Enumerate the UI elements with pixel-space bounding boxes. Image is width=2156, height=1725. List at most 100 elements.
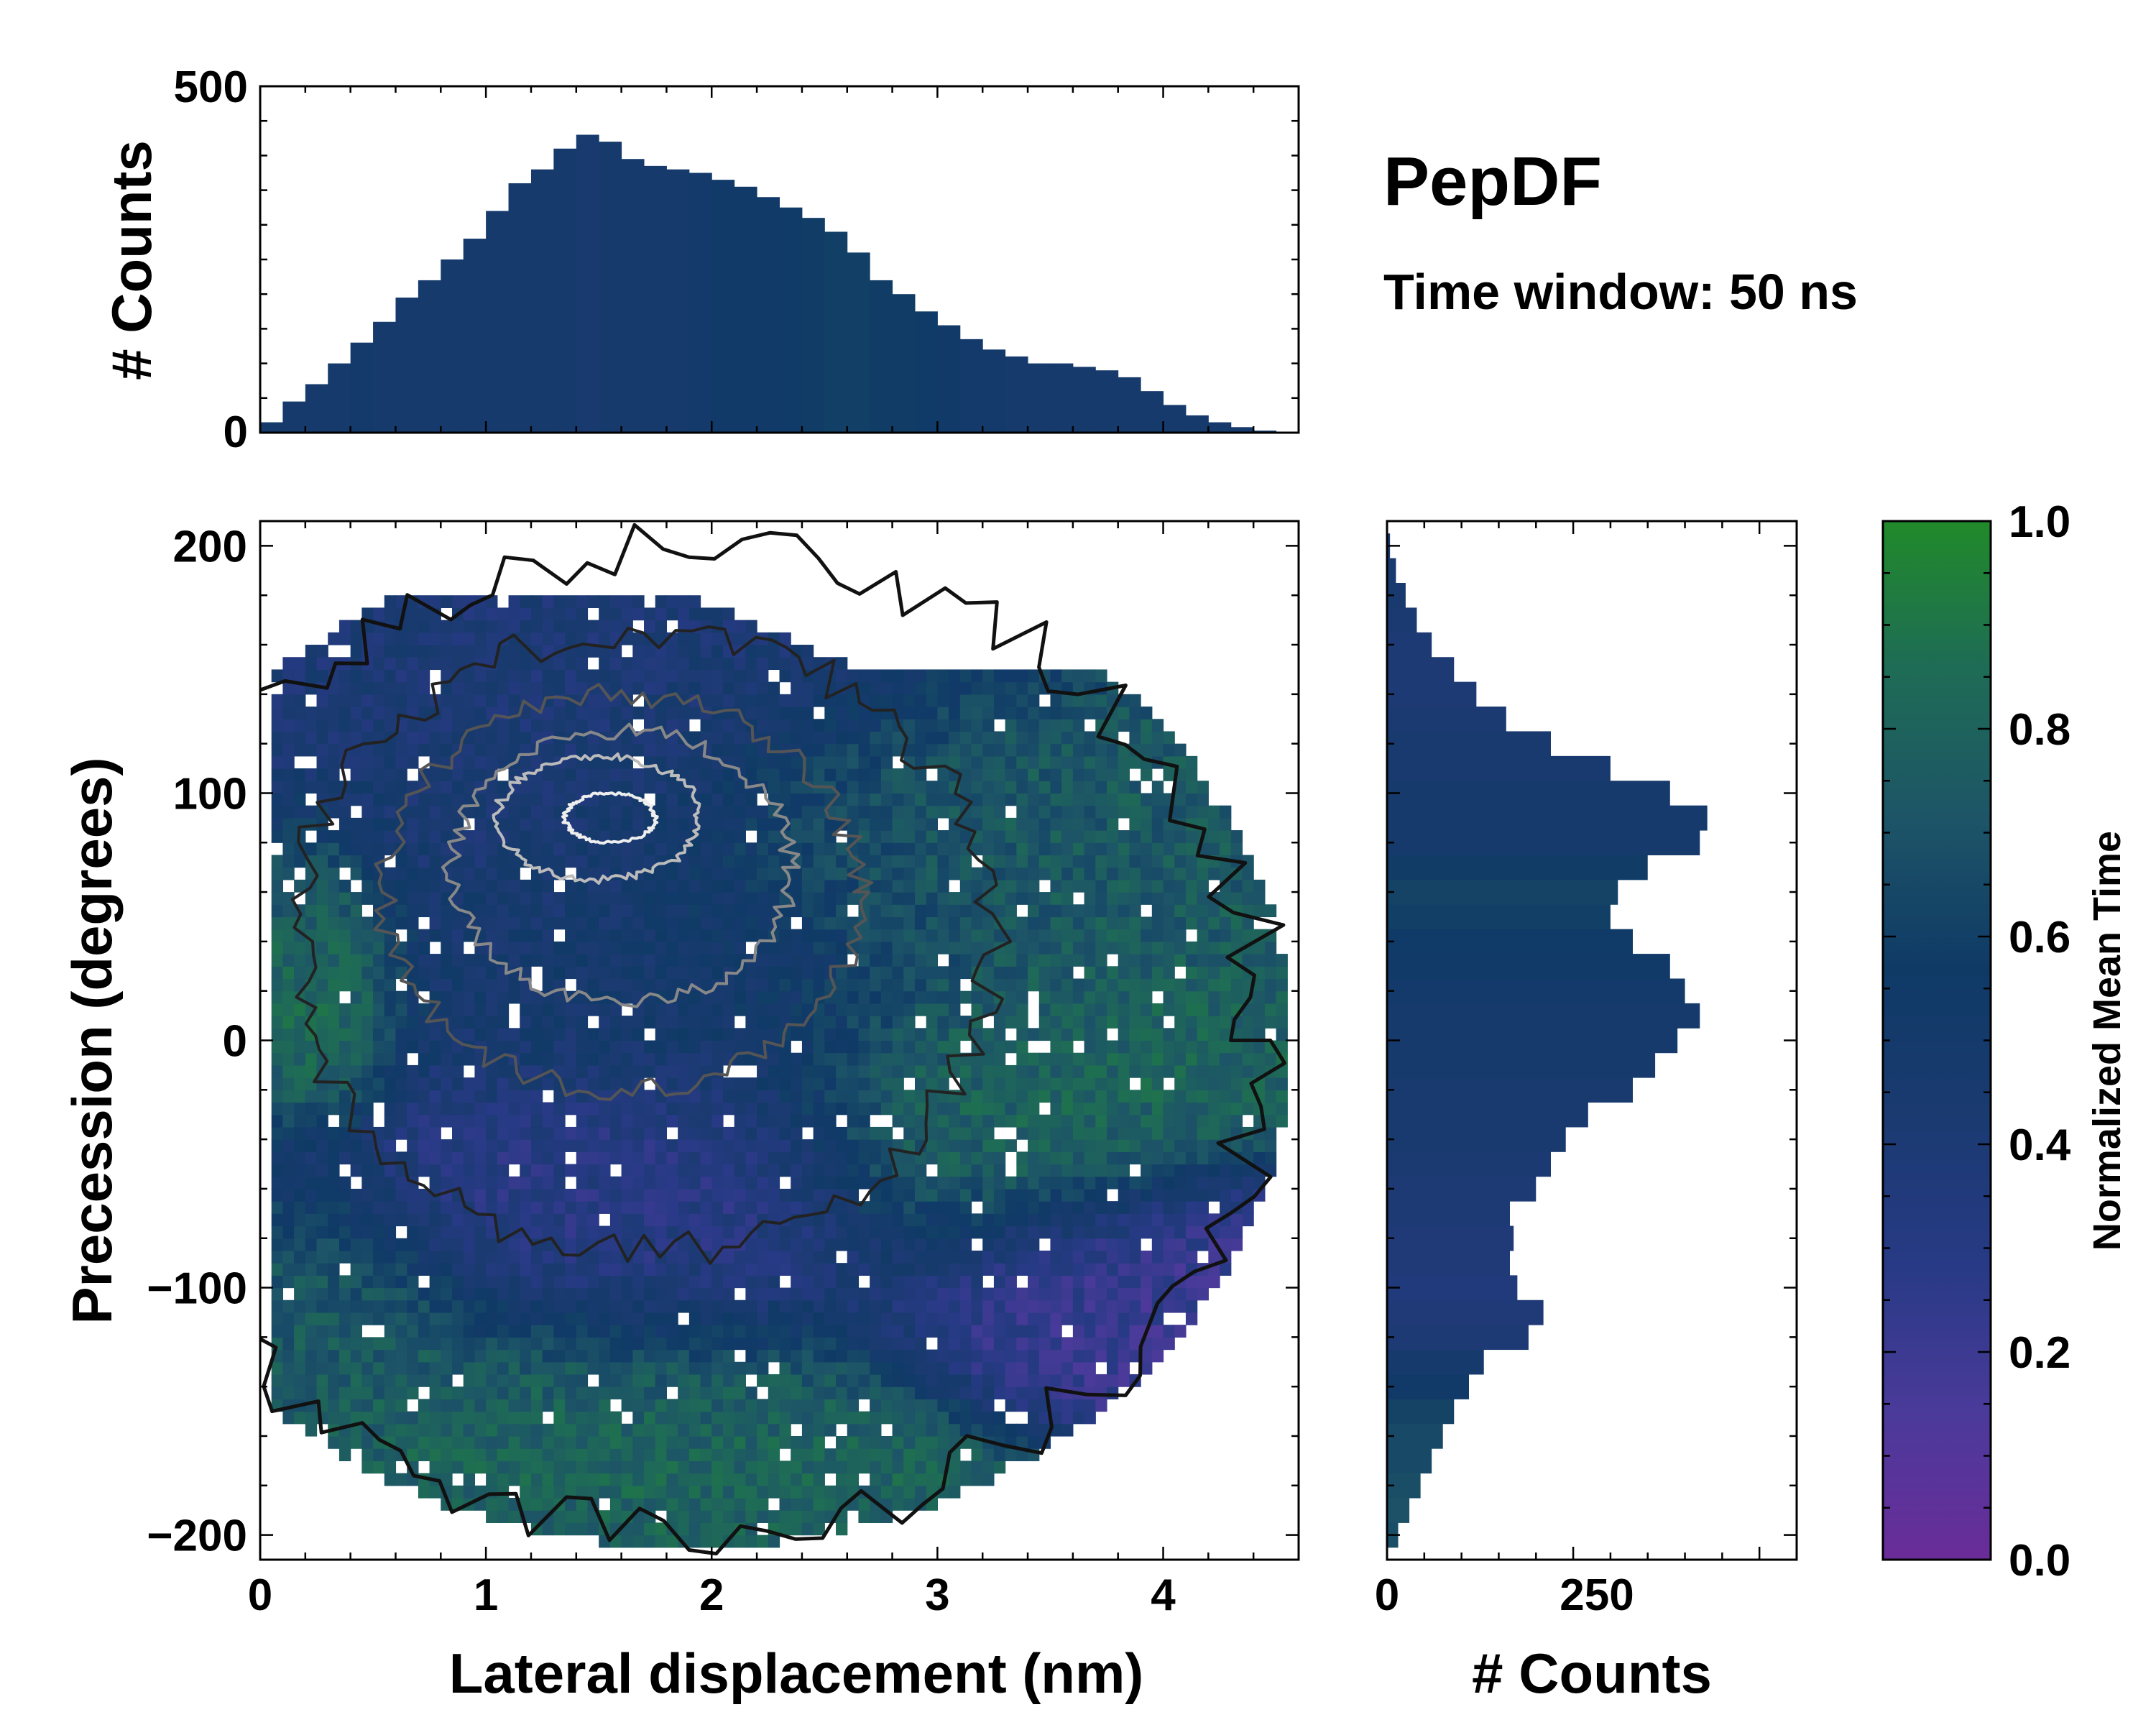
heatmap-cell: [1016, 966, 1028, 980]
heatmap-cell: [813, 1151, 825, 1165]
heatmap-cell: [993, 1188, 1006, 1202]
heatmap-cell: [497, 1139, 510, 1152]
heatmap-cell: [1050, 966, 1062, 980]
heatmap-cell: [350, 1337, 362, 1351]
heatmap-cell: [350, 1250, 362, 1264]
heatmap-cell: [971, 1064, 983, 1078]
heatmap-cell: [497, 781, 510, 794]
heatmap-cell: [384, 1374, 397, 1387]
heatmap-cell: [801, 645, 814, 658]
heatmap-cell: [666, 1151, 678, 1165]
heatmap-cell: [1005, 1287, 1017, 1301]
heatmap-cell: [429, 1213, 441, 1227]
heatmap-cell: [880, 781, 893, 794]
heatmap-cell: [520, 1263, 532, 1276]
heatmap-cell: [609, 1312, 622, 1325]
heatmap-cell: [734, 1090, 746, 1103]
heatmap-cell: [666, 1337, 678, 1351]
heatmap-cell: [553, 1435, 566, 1449]
heatmap-cell: [768, 1275, 780, 1289]
heatmap-cell: [768, 1460, 780, 1474]
heatmap-cell: [711, 1213, 724, 1227]
heatmap-cell: [609, 1213, 622, 1227]
heatmap-cell: [982, 1151, 995, 1165]
heatmap-cell: [418, 1361, 430, 1375]
heatmap-cell: [621, 892, 633, 905]
heatmap-cell: [678, 1411, 690, 1425]
heatmap-cell: [520, 681, 532, 695]
heatmap-cell: [711, 990, 724, 1004]
heatmap-cell: [350, 1164, 362, 1177]
heatmap-cell: [1050, 1126, 1062, 1140]
heatmap-cell: [384, 1225, 397, 1239]
heatmap-cell: [497, 1510, 510, 1523]
heatmap-cell: [520, 916, 532, 930]
heatmap-cell: [282, 719, 295, 732]
heatmap-cell: [486, 1435, 498, 1449]
heatmap-cell: [328, 1151, 340, 1165]
heatmap-cell: [847, 1349, 860, 1363]
heatmap-cell: [813, 966, 825, 980]
heatmap-cell: [576, 1485, 589, 1499]
heatmap-cell: [711, 1399, 724, 1412]
heatmap-cell: [520, 1312, 532, 1325]
heatmap-cell: [632, 1040, 645, 1054]
heatmap-cell: [384, 1164, 397, 1177]
heatmap-cell: [836, 879, 848, 893]
heatmap-cell: [609, 929, 622, 942]
heatmap-cell: [553, 657, 566, 671]
heatmap-cell: [395, 1361, 407, 1375]
heatmap-cell: [609, 1250, 622, 1264]
heatmap-cell: [700, 867, 712, 880]
heatmap-cell: [847, 1312, 860, 1325]
heatmap-cell: [418, 1238, 430, 1251]
heatmap-cell: [520, 1250, 532, 1264]
heatmap-cell: [1038, 1003, 1051, 1016]
heatmap-cell: [993, 1300, 1006, 1313]
heatmap-cell: [328, 1275, 340, 1289]
heatmap-cell: [621, 1435, 633, 1449]
heatmap-cell: [813, 916, 825, 930]
heatmap-cell: [338, 916, 351, 930]
heatmap-cell: [373, 1374, 385, 1387]
heatmap-cell: [880, 1448, 893, 1461]
heatmap-cell: [520, 1151, 532, 1165]
heatmap-cell: [1061, 879, 1074, 893]
heatmap-cell: [813, 743, 825, 757]
heatmap-cell: [621, 941, 633, 954]
heatmap-cell: [971, 867, 983, 880]
heatmap-cell: [722, 743, 735, 757]
heatmap-cell: [1061, 1312, 1074, 1325]
heatmap-cell: [847, 892, 860, 905]
heatmap-cell: [711, 966, 724, 980]
heatmap-cell: [678, 1510, 690, 1523]
heatmap-cell: [722, 817, 735, 831]
heatmap-cell: [1061, 1361, 1074, 1375]
heatmap-cell: [328, 1016, 340, 1029]
heatmap-cell: [271, 1238, 284, 1251]
heatmap-cell: [418, 1052, 430, 1066]
heatmap-cell: [542, 1386, 554, 1399]
heatmap-cell: [328, 1139, 340, 1152]
heatmap-cell: [271, 743, 284, 757]
heatmap-cell: [305, 731, 318, 745]
heatmap-cell: [576, 842, 589, 856]
heatmap-cell: [700, 1201, 712, 1214]
heatmap-cell: [711, 1064, 724, 1078]
heatmap-cell: [429, 1325, 441, 1338]
heatmap-cell: [903, 1201, 916, 1214]
heatmap-cell: [971, 1176, 983, 1190]
heatmap-cell: [294, 1077, 306, 1090]
heatmap-cell: [508, 595, 520, 609]
heatmap-cell: [621, 681, 633, 695]
heatmap-cell: [644, 1275, 656, 1289]
heatmap-cell: [418, 1250, 430, 1264]
heatmap-cell: [791, 1164, 803, 1177]
heatmap-cell: [463, 1077, 476, 1090]
heatmap-cell: [530, 620, 543, 633]
heatmap-cell: [373, 743, 385, 757]
heatmap-cell: [271, 1090, 284, 1103]
heatmap-cell: [688, 1485, 701, 1499]
heatmap-cell: [474, 669, 487, 683]
heatmap-cell: [621, 1188, 633, 1202]
